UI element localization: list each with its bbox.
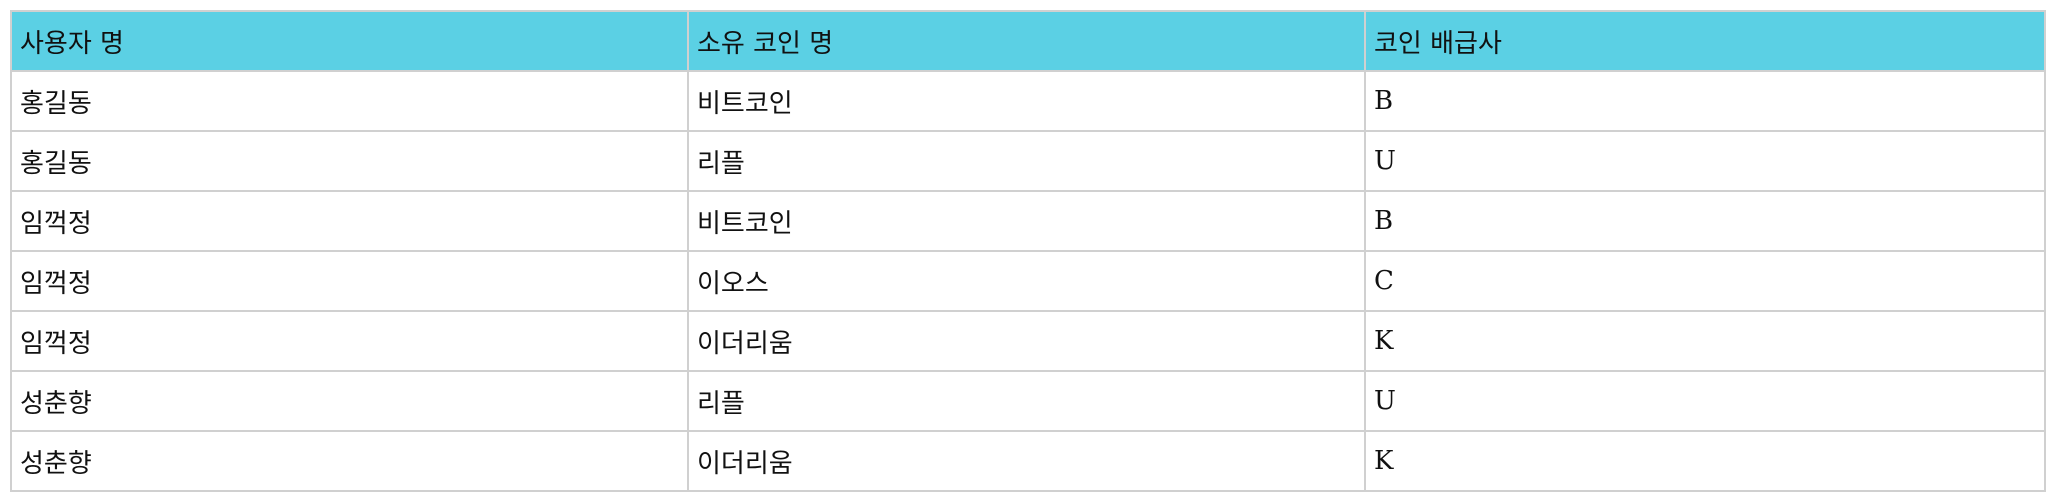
header-coin-name: 소유 코인 명: [687, 10, 1366, 72]
table-row: 홍길동 비트코인 B: [10, 70, 2046, 132]
cell-user-name: 임꺽정: [10, 310, 689, 372]
coin-ownership-table: 사용자 명 소유 코인 명 코인 배급사 홍길동 비트코인 B 홍길동 리플 U…: [10, 10, 2046, 492]
cell-user-name: 성춘향: [10, 370, 689, 432]
cell-coin-name: 리플: [687, 130, 1366, 192]
cell-coin-issuer: C: [1364, 250, 2046, 312]
header-user-name: 사용자 명: [10, 10, 689, 72]
cell-coin-name: 이더리움: [687, 310, 1366, 372]
cell-coin-issuer: B: [1364, 70, 2046, 132]
table-row: 홍길동 리플 U: [10, 130, 2046, 192]
cell-coin-name: 비트코인: [687, 70, 1366, 132]
cell-coin-name: 이더리움: [687, 430, 1366, 492]
cell-coin-issuer: K: [1364, 310, 2046, 372]
cell-coin-issuer: B: [1364, 190, 2046, 252]
table-row: 임꺽정 이더리움 K: [10, 310, 2046, 372]
cell-coin-name: 이오스: [687, 250, 1366, 312]
header-coin-issuer: 코인 배급사: [1364, 10, 2046, 72]
cell-user-name: 성춘향: [10, 430, 689, 492]
table-row: 성춘향 이더리움 K: [10, 430, 2046, 492]
cell-coin-issuer: U: [1364, 130, 2046, 192]
coin-ownership-table-container: 사용자 명 소유 코인 명 코인 배급사 홍길동 비트코인 B 홍길동 리플 U…: [10, 10, 2046, 492]
cell-coin-issuer: K: [1364, 430, 2046, 492]
cell-coin-name: 비트코인: [687, 190, 1366, 252]
cell-user-name: 홍길동: [10, 70, 689, 132]
table-row: 성춘향 리플 U: [10, 370, 2046, 432]
cell-user-name: 홍길동: [10, 130, 689, 192]
cell-user-name: 임꺽정: [10, 250, 689, 312]
table-body: 홍길동 비트코인 B 홍길동 리플 U 임꺽정 비트코인 B 임꺽정 이오스 C…: [10, 70, 2046, 492]
header-row: 사용자 명 소유 코인 명 코인 배급사: [10, 10, 2046, 72]
cell-coin-name: 리플: [687, 370, 1366, 432]
table-header: 사용자 명 소유 코인 명 코인 배급사: [10, 10, 2046, 72]
cell-user-name: 임꺽정: [10, 190, 689, 252]
table-row: 임꺽정 이오스 C: [10, 250, 2046, 312]
cell-coin-issuer: U: [1364, 370, 2046, 432]
table-row: 임꺽정 비트코인 B: [10, 190, 2046, 252]
